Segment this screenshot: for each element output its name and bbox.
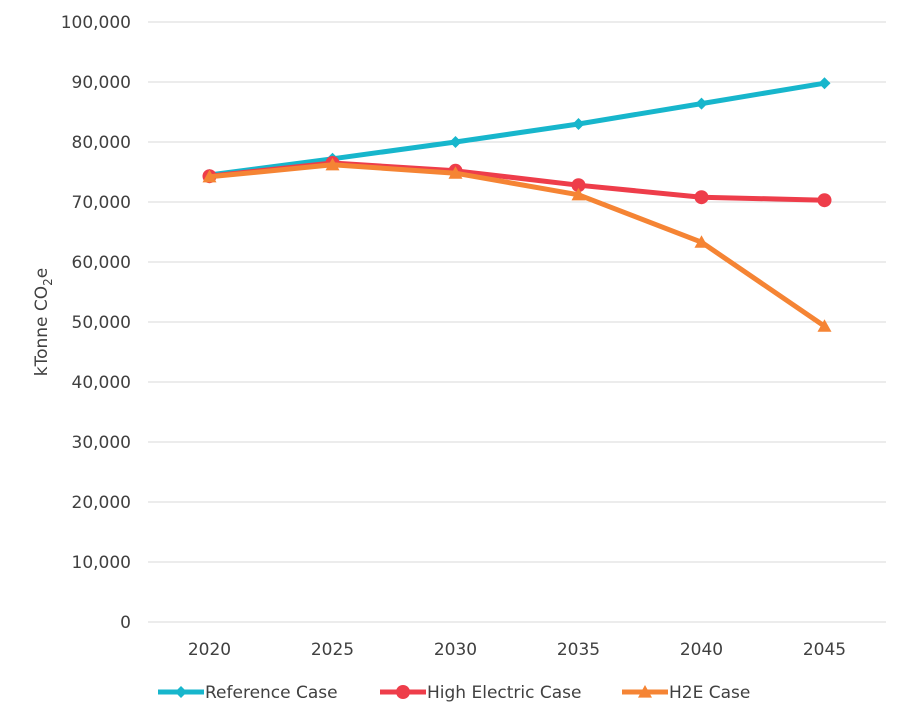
data-point [571,187,586,201]
x-tick-label: 2020 [188,640,231,660]
data-point [325,157,340,171]
gridlines [148,21,886,623]
y-tick-label: 10,000 [72,553,131,573]
legend: Reference Case High Electric Case H2E Case [158,683,750,703]
legend-item: High Electric Case [380,683,581,703]
series-line [207,80,827,178]
legend-label: High Electric Case [427,683,581,703]
y-tick-label: 40,000 [72,373,131,393]
data-point [817,193,832,208]
y-tick-label: 50,000 [72,313,131,333]
legend-item: Reference Case [158,683,338,703]
y-axis-title: kTonne CO2e [32,268,55,377]
y-tick-label: 0 [120,613,131,633]
y-tick-label: 70,000 [72,193,131,213]
x-tick-label: 2035 [557,640,600,660]
y-tick-label: 60,000 [72,253,131,273]
series [202,77,832,332]
y-tick-label: 30,000 [72,433,131,453]
data-point [202,169,217,183]
data-point [694,235,709,248]
data-point [448,166,463,179]
data-point [571,178,586,193]
data-point [396,685,410,699]
data-point [818,77,831,90]
x-tick-label: 2030 [434,640,477,660]
data-point [572,118,585,130]
data-point [694,190,709,205]
data-point [175,686,187,698]
data-point [695,97,708,110]
series-h2e-case [202,157,832,332]
series-line [207,162,827,329]
y-tick-label: 100,000 [61,13,131,33]
x-tick-label: 2025 [311,640,354,660]
y-tick-label: 80,000 [72,133,131,153]
y-tick-label: 20,000 [72,493,131,513]
data-point [449,136,462,148]
x-tick-label: 2045 [803,640,846,660]
data-point [817,319,832,332]
x-axis-ticks: 2020 2025 2030 2035 2040 2045 [188,640,846,660]
y-axis-ticks: 0 10,000 20,000 30,000 40,000 50,000 60,000 70,… [61,13,131,633]
legend-label: Reference Case [205,683,338,703]
legend-item: H2E Case [622,683,750,703]
legend-label: H2E Case [669,683,750,703]
x-tick-label: 2040 [680,640,723,660]
data-point [638,685,652,698]
y-tick-label: 90,000 [72,73,131,93]
